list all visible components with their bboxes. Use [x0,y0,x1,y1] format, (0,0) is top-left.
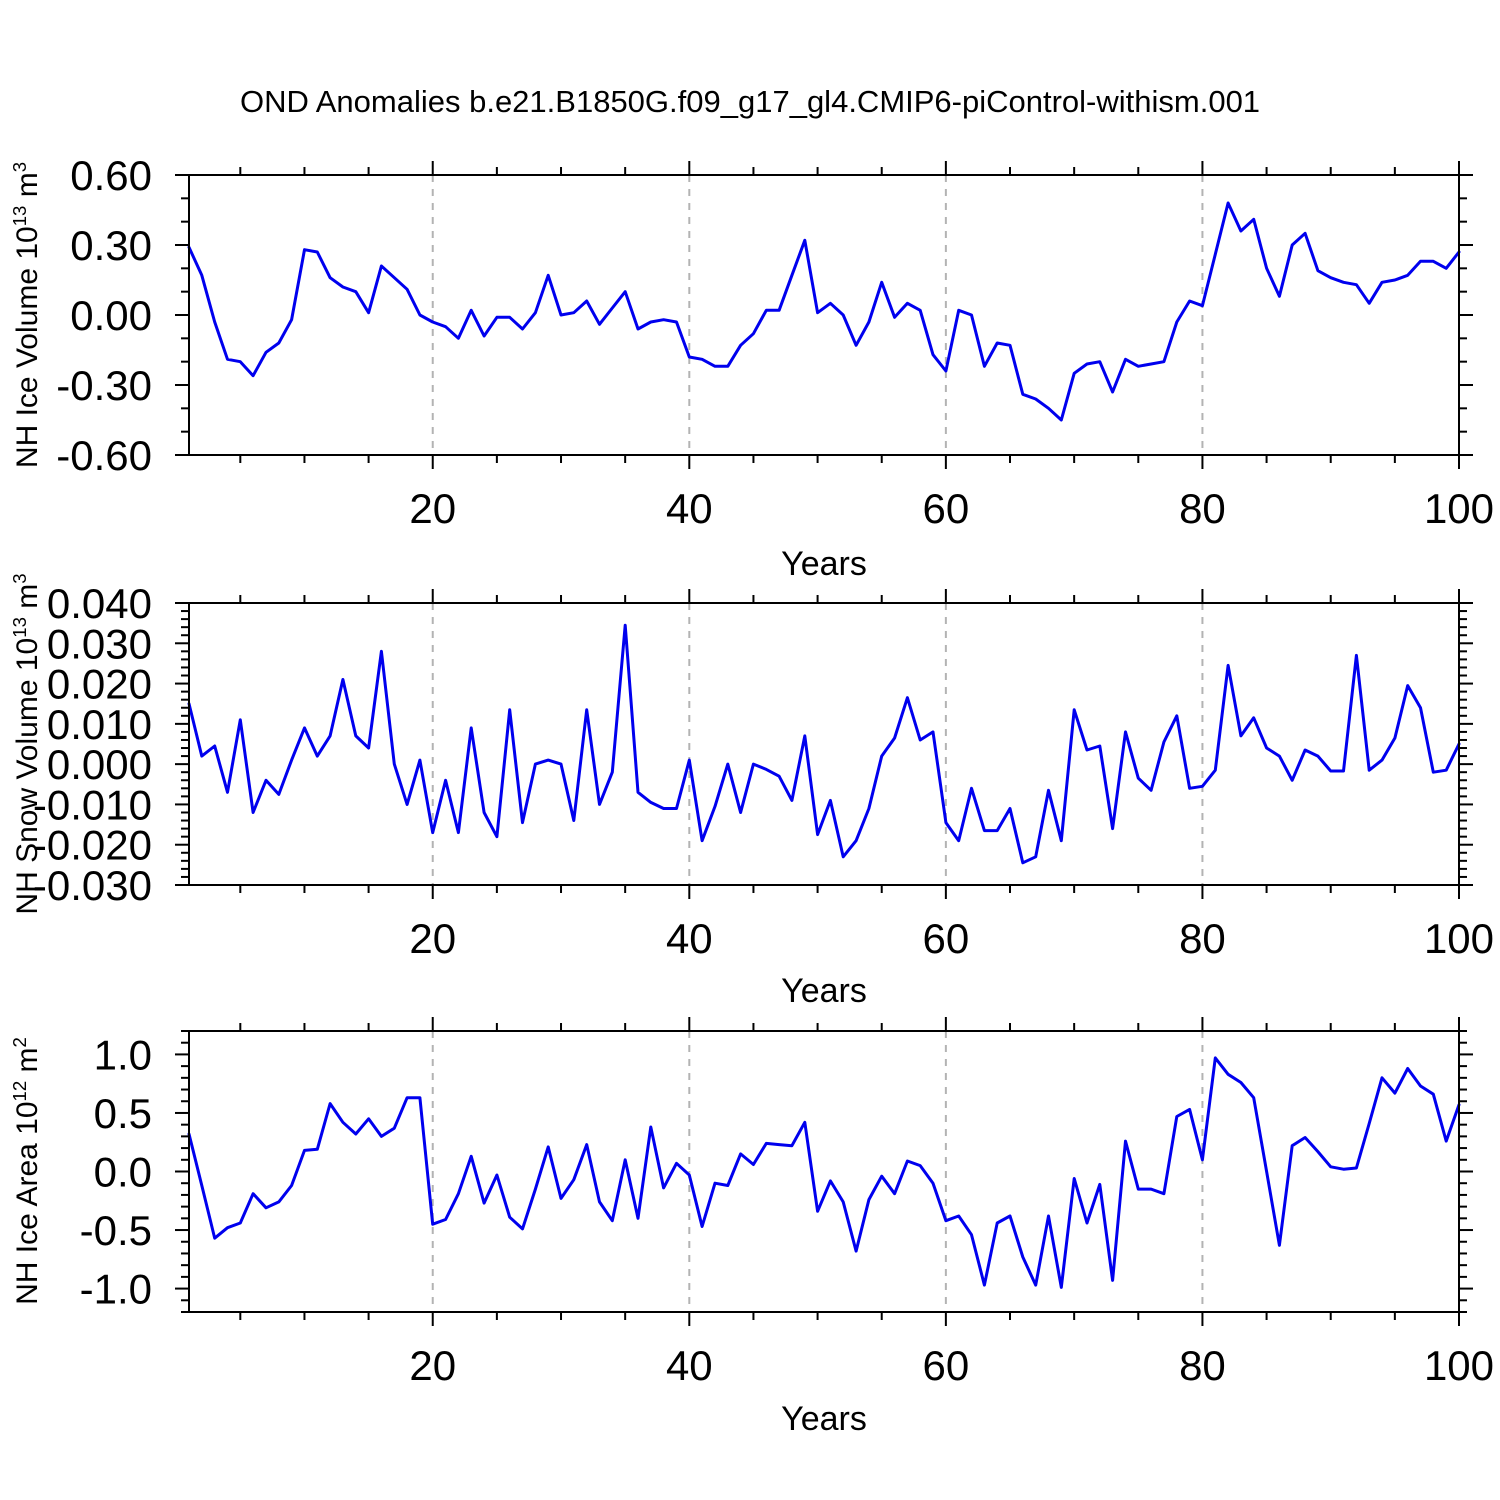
x-axis-label-panel-2: Years [781,972,867,1010]
x-tick-label: 40 [666,485,713,532]
x-tick-label: 80 [1179,915,1226,962]
x-tick-label: 20 [409,1342,456,1389]
plot-box-panel-3 [188,1030,1460,1313]
x-axis-label-panel-3: Years [781,1400,867,1438]
y-tick-label: -0.5 [80,1207,152,1254]
y-tick-label: 1.0 [94,1031,152,1078]
y-tick-label: 0.5 [94,1090,152,1137]
y-tick-label: 0.000 [47,741,152,788]
y-tick-label: 0.60 [70,152,152,199]
x-tick-label: 80 [1179,1342,1226,1389]
figure-title: OND Anomalies b.e21.B1850G.f09_g17_gl4.C… [239,84,1261,119]
y-tick-label: -0.030 [33,862,152,909]
y-tick-label: 0.020 [47,661,152,708]
series-line-panel-3 [187,1056,1461,1289]
y-tick-label: 0.0 [94,1149,152,1196]
x-tick-label: 40 [666,915,713,962]
series-line-panel-1 [187,201,1461,422]
panel-2: 20 40 60 80 1000.0400.0300.0200.0100.000-0.0… [33,580,1494,962]
panel-3: 20 40 60 80 100 1.0 0.5 0.0 -0.5 -1.0 [80,1017,1494,1389]
x-tick-label: 60 [923,1342,970,1389]
y-axis-label-ice-area: NH Ice Area 1012 m2 [9,1037,44,1305]
plot-box-panel-1 [188,174,1460,456]
y-axis-label-ice-volume: NH Ice Volume 1013 m3 [9,161,44,469]
x-tick-label: 100 [1424,915,1494,962]
y-tick-label: -0.60 [56,432,152,479]
plot-box-panel-2 [188,602,1460,886]
y-tick-label: -1.0 [80,1266,152,1313]
x-tick-label: 100 [1424,1342,1494,1389]
y-tick-label: 0.030 [47,620,152,667]
x-tick-label: 60 [923,485,970,532]
y-tick-label: 0.00 [70,292,152,339]
x-tick-label: 40 [666,1342,713,1389]
y-tick-label: 0.30 [70,222,152,269]
x-tick-label: 20 [409,915,456,962]
y-axis-label-snow-volume: NH Snow Volume 1013 m3 [9,573,44,915]
series-line-panel-2 [187,623,1461,865]
x-tick-label: 100 [1424,485,1494,532]
x-tick-label: 80 [1179,485,1226,532]
y-tick-label: 0.040 [47,580,152,627]
x-axis-label-panel-1: Years [781,545,867,583]
panel-1: 20 40 60 80 100 0.60 0.30 0.00 -0.30 -0.60 [56,152,1494,532]
x-tick-label: 60 [923,915,970,962]
y-tick-label: -0.30 [56,362,152,409]
y-tick-label: 0.010 [47,701,152,748]
y-tick-label: -0.010 [33,781,152,828]
x-tick-label: 20 [409,485,456,532]
y-tick-label: -0.020 [33,822,152,869]
